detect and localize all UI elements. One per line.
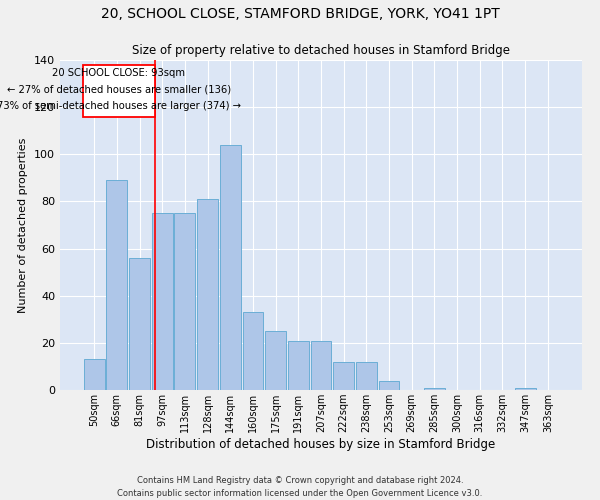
- Y-axis label: Number of detached properties: Number of detached properties: [19, 138, 28, 312]
- X-axis label: Distribution of detached houses by size in Stamford Bridge: Distribution of detached houses by size …: [146, 438, 496, 451]
- Text: Contains HM Land Registry data © Crown copyright and database right 2024.
Contai: Contains HM Land Registry data © Crown c…: [118, 476, 482, 498]
- Title: Size of property relative to detached houses in Stamford Bridge: Size of property relative to detached ho…: [132, 44, 510, 58]
- Bar: [424, 388, 445, 390]
- Bar: [220, 145, 241, 390]
- Bar: [106, 180, 127, 390]
- Bar: [265, 331, 286, 390]
- Bar: [288, 340, 309, 390]
- Bar: [175, 213, 196, 390]
- Text: ← 27% of detached houses are smaller (136): ← 27% of detached houses are smaller (13…: [7, 84, 231, 95]
- Bar: [356, 362, 377, 390]
- Text: 73% of semi-detached houses are larger (374) →: 73% of semi-detached houses are larger (…: [0, 101, 241, 112]
- Bar: [197, 199, 218, 390]
- Bar: [333, 362, 354, 390]
- Bar: [311, 340, 331, 390]
- Text: 20 SCHOOL CLOSE: 93sqm: 20 SCHOOL CLOSE: 93sqm: [52, 68, 185, 78]
- Bar: [242, 312, 263, 390]
- FancyBboxPatch shape: [83, 64, 155, 116]
- Bar: [379, 380, 400, 390]
- Bar: [84, 360, 104, 390]
- Bar: [515, 388, 536, 390]
- Bar: [129, 258, 150, 390]
- Text: 20, SCHOOL CLOSE, STAMFORD BRIDGE, YORK, YO41 1PT: 20, SCHOOL CLOSE, STAMFORD BRIDGE, YORK,…: [101, 8, 499, 22]
- Bar: [152, 213, 173, 390]
